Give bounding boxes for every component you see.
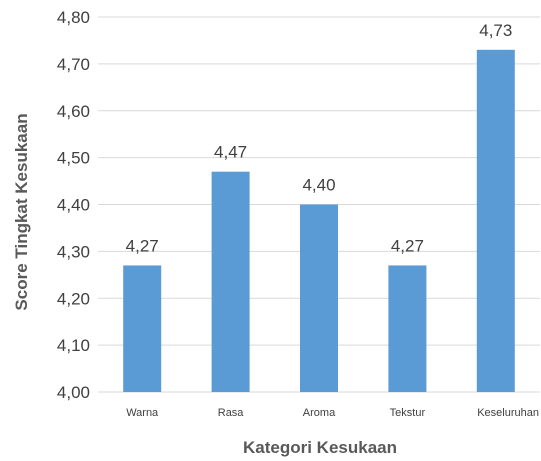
data-label: 4,47 [214, 143, 247, 162]
bar-rasa [211, 171, 250, 392]
x-tick-label: Rasa [218, 407, 245, 419]
y-tick-label: 4,20 [57, 289, 90, 308]
data-labels: 4,27 4,47 4,40 4,27 4,73 [126, 21, 513, 256]
data-label: 4,27 [391, 236, 424, 255]
x-tick-label: Warna [126, 407, 159, 419]
x-axis-title: Kategori Kesukaan [243, 438, 397, 457]
bar-tekstur [388, 265, 427, 392]
y-tick-label: 4,80 [57, 8, 90, 27]
x-tick-label: Aroma [303, 407, 336, 419]
y-axis-title: Score Tingkat Kesukaan [12, 113, 31, 310]
y-tick-label: 4,40 [57, 196, 90, 215]
y-tick-label: 4,70 [57, 55, 90, 74]
y-tick-label: 4,10 [57, 336, 90, 355]
x-tick-label: Keseluruhan [477, 407, 539, 419]
bar-warna [123, 265, 162, 392]
y-tick-label: 4,00 [57, 383, 90, 402]
data-label: 4,40 [302, 176, 335, 195]
bar-aroma [300, 204, 338, 392]
x-axis-ticks: Warna Rasa Aroma Tekstur Keseluruhan [126, 407, 539, 419]
bar-keseluruhan [476, 49, 515, 392]
x-tick-label: Tekstur [390, 407, 426, 419]
y-tick-label: 4,60 [57, 102, 90, 121]
bars [123, 49, 515, 392]
y-tick-label: 4,50 [57, 149, 90, 168]
y-tick-label: 4,30 [57, 242, 90, 261]
y-axis-ticks: 4,00 4,10 4,20 4,30 4,40 4,50 4,60 4,70 4,80 [57, 8, 90, 402]
data-label: 4,73 [479, 21, 512, 40]
data-label: 4,27 [126, 236, 159, 255]
